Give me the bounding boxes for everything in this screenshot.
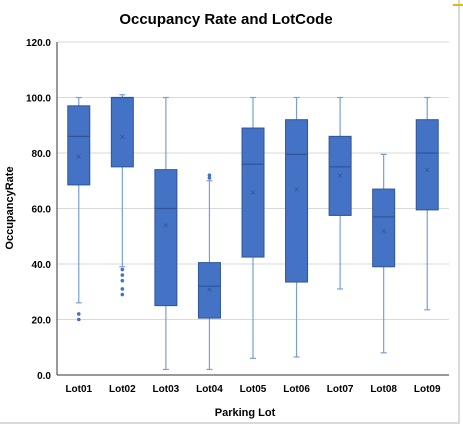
y-tick-label: 100.0 <box>26 94 51 105</box>
box-lot07: × <box>328 96 352 290</box>
x-tick-label: Lot09 <box>414 384 441 395</box>
x-tick-label: Lot05 <box>240 384 267 395</box>
x-axis-label: Parking Lot <box>215 407 276 419</box>
box-layer: × × × × × × × × × <box>67 94 439 371</box>
x-tick-label: Lot08 <box>370 384 397 395</box>
mean-marker: × <box>119 132 126 141</box>
x-tick-label: Lot03 <box>153 384 180 395</box>
axis-layer: 0.0 20.0 40.0 60.0 80.0 100.0 120.0 Lot01 Lot02 L… <box>26 38 449 395</box>
box-lot05: × <box>241 96 265 359</box>
box-iqr <box>285 119 309 283</box>
mean-marker: × <box>380 227 387 236</box>
chart-title: Occupancy Rate and LotCode <box>119 11 332 28</box>
box-lot04: × <box>197 173 221 371</box>
outlier-point <box>120 267 125 272</box>
box-iqr <box>154 169 178 307</box>
box-iqr <box>241 127 265 258</box>
mean-marker: × <box>337 171 344 180</box>
box-lot01: × <box>67 96 91 322</box>
outlier-point <box>120 278 125 283</box>
box-lot03: × <box>154 96 178 371</box>
outlier-point <box>120 273 125 277</box>
box-iqr <box>67 105 91 186</box>
outlier-point <box>76 312 81 316</box>
y-tick-label: 60.0 <box>32 205 52 216</box>
mean-marker: × <box>293 185 300 194</box>
mean-marker: × <box>206 285 213 294</box>
y-tick-label: 80.0 <box>32 149 52 160</box>
y-axis-label: OccupancyRate <box>4 166 16 249</box>
x-tick-label: Lot02 <box>109 384 136 395</box>
outlier-point <box>207 176 212 180</box>
box-lot08: × <box>372 153 396 354</box>
mean-marker: × <box>250 188 257 197</box>
outlier-point <box>120 287 125 291</box>
mean-marker: × <box>424 166 431 175</box>
y-tick-label: 0.0 <box>37 371 51 382</box>
x-tick-label: Lot06 <box>283 384 310 395</box>
y-tick-label: 120.0 <box>26 38 51 49</box>
outlier-point <box>76 317 81 322</box>
mean-marker: × <box>75 152 82 161</box>
box-lot06: × <box>285 96 309 358</box>
x-tick-label: Lot01 <box>65 384 92 395</box>
corner-mark <box>453 4 463 14</box>
y-tick-label: 40.0 <box>32 260 52 271</box>
outlier-point <box>120 292 125 297</box>
x-tick-label: Lot04 <box>196 384 223 395</box>
box-iqr <box>415 119 439 211</box>
box-iqr <box>197 262 221 319</box>
box-lot09: × <box>415 96 439 311</box>
box-lot02: × <box>110 94 134 297</box>
outlier-point <box>207 173 212 177</box>
box-iqr <box>328 135 352 216</box>
x-tick-label: Lot07 <box>327 384 354 395</box>
box-iqr <box>372 188 396 268</box>
y-tick-label: 20.0 <box>32 316 52 327</box>
mean-marker: × <box>163 221 170 230</box>
